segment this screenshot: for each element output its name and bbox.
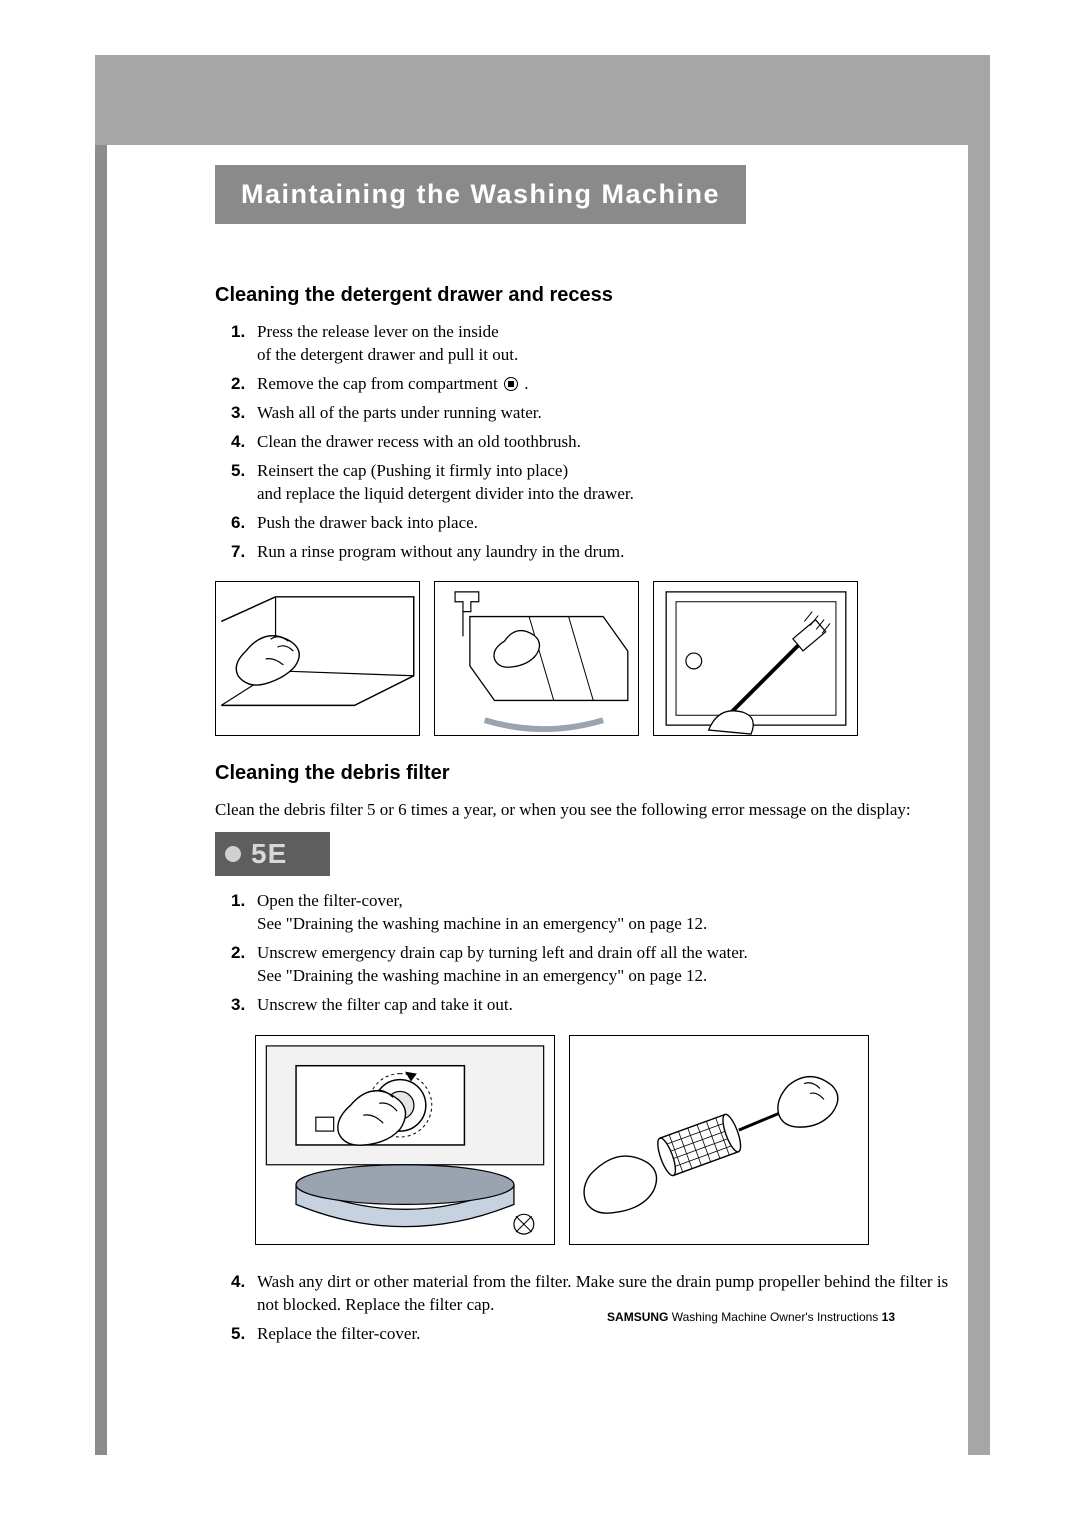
recess-brush-illustration <box>653 581 858 736</box>
footer-brand: SAMSUNG <box>607 1310 668 1324</box>
section2-heading: Cleaning the debris filter <box>215 762 955 785</box>
page-title: Maintaining the Washing Machine <box>215 165 746 224</box>
step-item: Open the filter-cover,See "Draining the … <box>215 890 955 936</box>
footer-page-number: 13 <box>882 1310 895 1324</box>
step-item: Press the release lever on the insideof … <box>215 321 955 367</box>
step-item: Unscrew the filter cap and take it out. <box>215 994 955 1017</box>
display-indicator-icon <box>225 846 241 862</box>
right-border-bar <box>968 55 990 1455</box>
left-border-bar <box>95 145 107 1455</box>
drawer-pull-out-illustration <box>215 581 420 736</box>
step-item: Clean the drawer recess with an old toot… <box>215 431 955 454</box>
section2-steps-a: Open the filter-cover,See "Draining the … <box>215 890 955 1017</box>
compartment-icon <box>504 377 518 391</box>
page-content: Maintaining the Washing Machine Cleaning… <box>215 165 955 1352</box>
section1-heading: Cleaning the detergent drawer and recess <box>215 284 955 307</box>
footer-text: Washing Machine Owner's Instructions <box>668 1310 881 1324</box>
drawer-wash-illustration <box>434 581 639 736</box>
section2-steps-b: Wash any dirt or other material from the… <box>215 1271 955 1346</box>
step-item: Run a rinse program without any laundry … <box>215 541 955 564</box>
display-code: 5E <box>251 838 287 870</box>
step-item: Unscrew emergency drain cap by turning l… <box>215 942 955 988</box>
step-item: Remove the cap from compartment . <box>215 373 955 396</box>
top-border-bar <box>95 55 990 145</box>
section1-steps: Press the release lever on the insideof … <box>215 321 955 563</box>
page-footer: SAMSUNG Washing Machine Owner's Instruct… <box>215 1310 955 1324</box>
error-display-5e: 5E <box>215 832 330 876</box>
step-item: Wash all of the parts under running wate… <box>215 402 955 425</box>
step-item: Replace the filter-cover. <box>215 1323 955 1346</box>
step-item: Reinsert the cap (Pushing it firmly into… <box>215 460 955 506</box>
step-item: Push the drawer back into place. <box>215 512 955 535</box>
section2-intro: Clean the debris filter 5 or 6 times a y… <box>215 799 955 822</box>
section1-figure-row <box>215 581 955 736</box>
filter-clean-illustration <box>569 1035 869 1245</box>
section2-figure-row <box>255 1035 955 1245</box>
filter-unscrew-illustration <box>255 1035 555 1245</box>
page-frame: Maintaining the Washing Machine Cleaning… <box>95 55 990 1455</box>
